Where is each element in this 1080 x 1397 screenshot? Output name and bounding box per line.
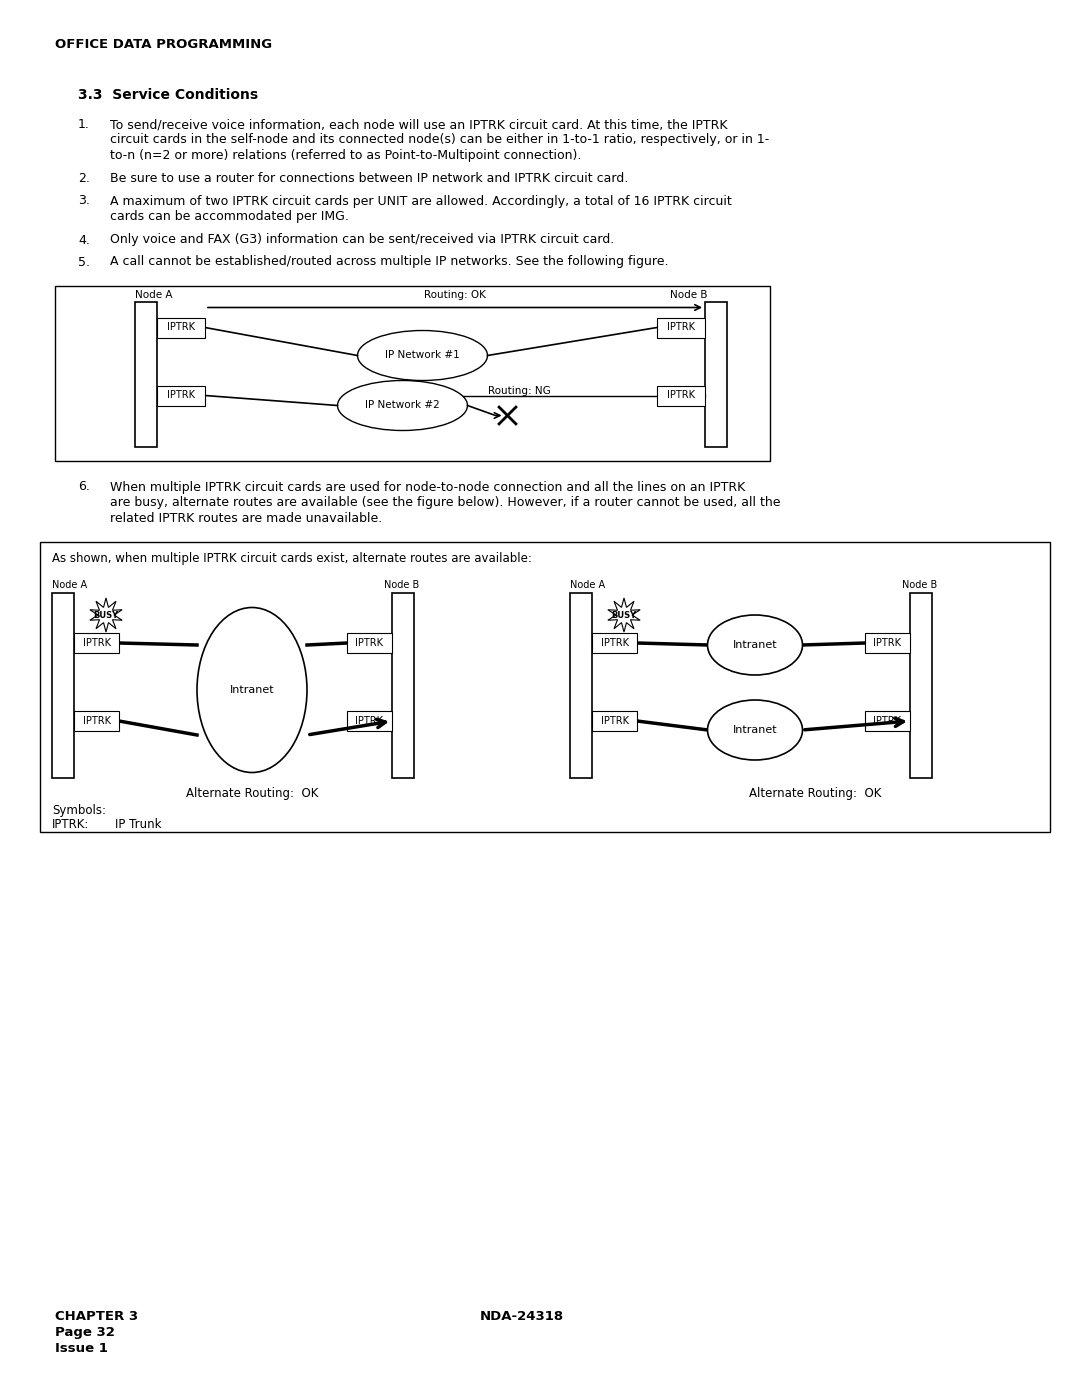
Text: Routing: NG: Routing: NG	[487, 386, 550, 395]
Bar	[592, 711, 637, 731]
Text: Issue 1: Issue 1	[55, 1343, 108, 1355]
Text: IPTRK: IPTRK	[167, 323, 195, 332]
Text: IP Network #1: IP Network #1	[386, 351, 460, 360]
Text: Routing: OK: Routing: OK	[424, 291, 486, 300]
Text: Node B: Node B	[384, 580, 419, 590]
Text: 5.: 5.	[78, 256, 90, 268]
Text: are busy, alternate routes are available (see the figure below). However, if a r: are busy, alternate routes are available…	[110, 496, 781, 509]
Text: Symbols:: Symbols:	[52, 805, 106, 817]
Text: to-n (n=2 or more) relations (referred to as Point-to-Multipoint connection).: to-n (n=2 or more) relations (referred t…	[110, 149, 581, 162]
Text: BUSY: BUSY	[94, 610, 119, 619]
Text: A call cannot be established/routed across multiple IP networks. See the followi: A call cannot be established/routed acro…	[110, 256, 669, 268]
Text: related IPTRK routes are made unavailable.: related IPTRK routes are made unavailabl…	[110, 511, 382, 524]
Text: When multiple IPTRK circuit cards are used for node-to-node connection and all t: When multiple IPTRK circuit cards are us…	[110, 481, 745, 493]
Bar	[592, 633, 637, 652]
Text: IPTRK: IPTRK	[82, 717, 110, 726]
Text: As shown, when multiple IPTRK circuit cards exist, alternate routes are availabl: As shown, when multiple IPTRK circuit ca…	[52, 552, 531, 564]
Text: IPTRK: IPTRK	[600, 638, 629, 648]
Bar	[657, 386, 705, 405]
Text: Intranet: Intranet	[230, 685, 274, 694]
Bar	[55, 285, 770, 461]
Bar	[40, 542, 1050, 833]
Text: IPTRK: IPTRK	[355, 638, 383, 648]
Text: NDA-24318: NDA-24318	[480, 1310, 564, 1323]
Ellipse shape	[337, 380, 468, 430]
Text: 3.: 3.	[78, 194, 90, 208]
Bar	[135, 302, 157, 447]
Bar	[910, 592, 932, 778]
Bar	[570, 592, 592, 778]
Text: IP Trunk: IP Trunk	[114, 819, 162, 831]
Bar	[865, 711, 910, 731]
Text: To send/receive voice information, each node will use an IPTRK circuit card. At : To send/receive voice information, each …	[110, 117, 728, 131]
Bar	[52, 592, 75, 778]
Text: OFFICE DATA PROGRAMMING: OFFICE DATA PROGRAMMING	[55, 38, 272, 52]
Bar	[392, 592, 414, 778]
Text: Alternate Routing:  OK: Alternate Routing: OK	[186, 787, 319, 800]
Bar	[347, 711, 392, 731]
Text: IPTRK: IPTRK	[874, 717, 902, 726]
Text: IPTRK: IPTRK	[667, 323, 696, 332]
Text: cards can be accommodated per IMG.: cards can be accommodated per IMG.	[110, 210, 349, 224]
Text: 6.: 6.	[78, 481, 90, 493]
Text: 3.3  Service Conditions: 3.3 Service Conditions	[78, 88, 258, 102]
Bar	[75, 633, 119, 652]
Text: circuit cards in the self-node and its connected node(s) can be either in 1-to-1: circuit cards in the self-node and its c…	[110, 134, 769, 147]
Bar	[157, 317, 205, 338]
Text: IPTRK: IPTRK	[874, 638, 902, 648]
Text: IPTRK: IPTRK	[82, 638, 110, 648]
Bar	[865, 633, 910, 652]
Text: 2.: 2.	[78, 172, 90, 186]
Polygon shape	[90, 598, 122, 631]
Text: Intranet: Intranet	[732, 725, 778, 735]
Polygon shape	[608, 598, 640, 631]
Bar	[347, 633, 392, 652]
Text: IPTRK:: IPTRK:	[52, 819, 90, 831]
Text: CHAPTER 3: CHAPTER 3	[55, 1310, 138, 1323]
Bar	[157, 386, 205, 405]
Text: Node A: Node A	[570, 580, 605, 590]
Text: IPTRK: IPTRK	[167, 391, 195, 401]
Text: 1.: 1.	[78, 117, 90, 131]
Text: BUSY: BUSY	[611, 610, 636, 619]
Text: Be sure to use a router for connections between IP network and IPTRK circuit car: Be sure to use a router for connections …	[110, 172, 629, 186]
Text: IPTRK: IPTRK	[667, 391, 696, 401]
Text: Node A: Node A	[135, 289, 173, 299]
Text: Intranet: Intranet	[732, 640, 778, 650]
Text: Node B: Node B	[670, 289, 707, 299]
Text: Node B: Node B	[902, 580, 937, 590]
Bar	[75, 711, 119, 731]
Text: 4.: 4.	[78, 233, 90, 246]
Ellipse shape	[707, 700, 802, 760]
Text: Node A: Node A	[52, 580, 87, 590]
Text: IPTRK: IPTRK	[355, 717, 383, 726]
Text: Alternate Routing:  OK: Alternate Routing: OK	[748, 787, 881, 800]
Text: Only voice and FAX (G3) information can be sent/received via IPTRK circuit card.: Only voice and FAX (G3) information can …	[110, 233, 615, 246]
Ellipse shape	[707, 615, 802, 675]
Ellipse shape	[357, 331, 487, 380]
Ellipse shape	[197, 608, 307, 773]
Text: Page 32: Page 32	[55, 1326, 114, 1338]
Text: IP Network #2: IP Network #2	[365, 401, 440, 411]
Text: IPTRK: IPTRK	[600, 717, 629, 726]
Bar	[657, 317, 705, 338]
Text: A maximum of two IPTRK circuit cards per UNIT are allowed. Accordingly, a total : A maximum of two IPTRK circuit cards per…	[110, 194, 732, 208]
Bar	[705, 302, 727, 447]
